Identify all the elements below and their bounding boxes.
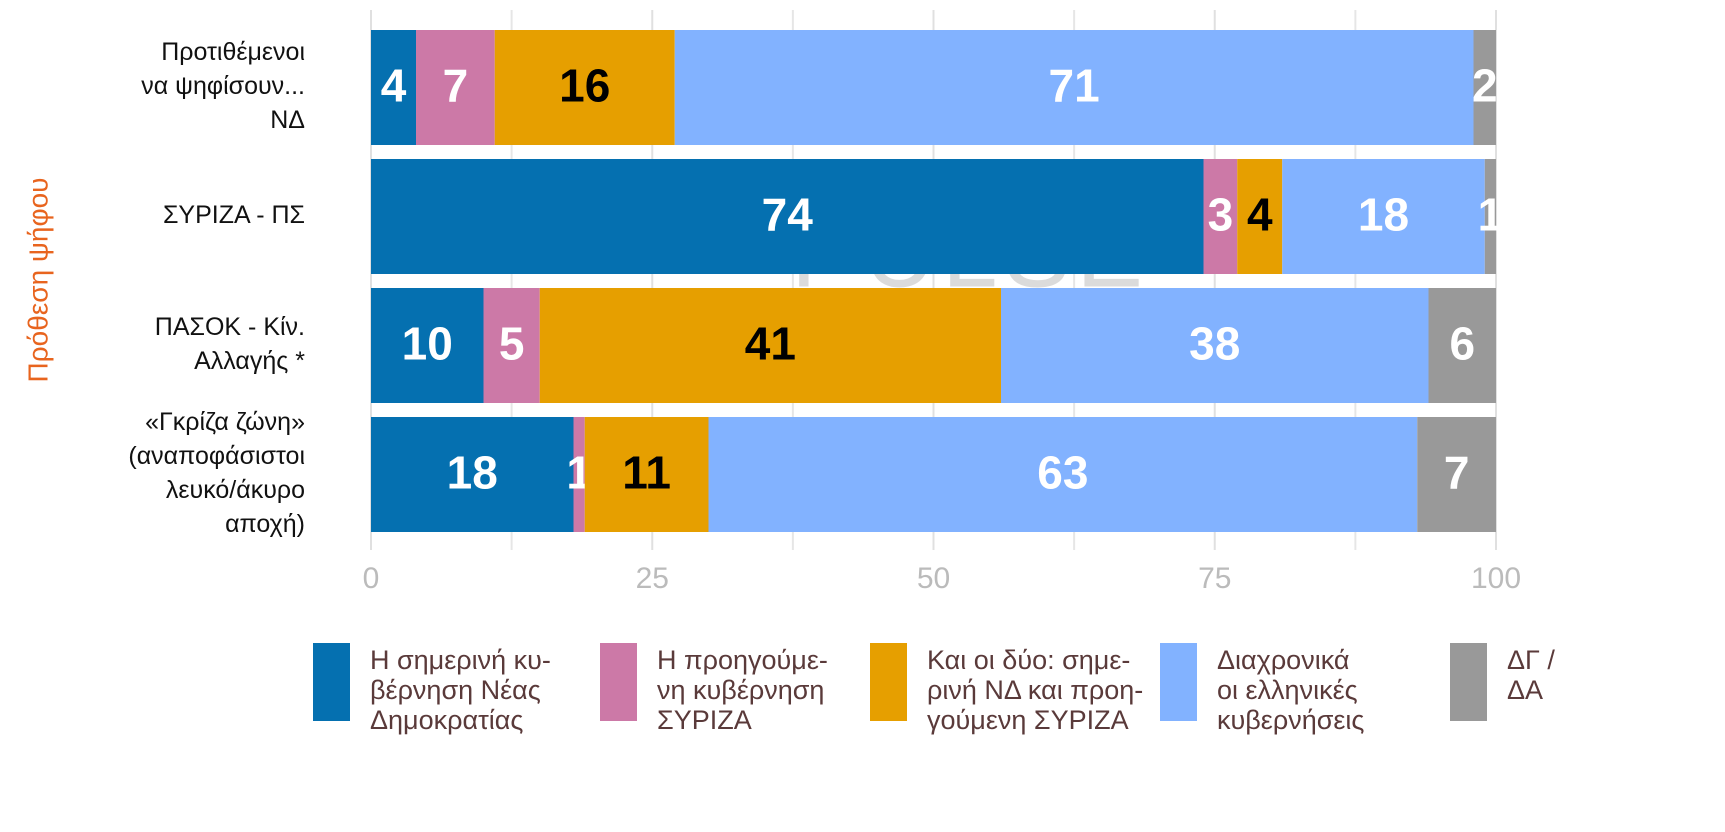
bar-segment: [371, 417, 574, 532]
bar-segment: [674, 30, 1474, 145]
data-label: 18: [1358, 189, 1409, 241]
category-label: Προτιθέμενοι: [161, 38, 305, 66]
category-label: (αναποφάσιστοι: [128, 442, 305, 470]
category-label: λευκό/άκυρο: [166, 476, 305, 504]
bar-segment: [539, 288, 1001, 403]
legend-label: Η σημερινή κυ-: [370, 645, 551, 675]
category-label: ΣΥΡΙΖΑ - ΠΣ: [163, 201, 305, 229]
data-label: 38: [1189, 318, 1240, 370]
x-tick-label: 0: [363, 562, 380, 595]
data-label: 1: [1478, 189, 1504, 241]
bar-segment: [1282, 159, 1485, 274]
legend-swatch: [600, 643, 637, 721]
data-label: 16: [559, 60, 610, 112]
bar-segment: [371, 30, 416, 145]
legend-label: ΔΑ: [1507, 675, 1543, 705]
x-tick-label: 75: [1198, 562, 1231, 595]
data-label: 3: [1208, 189, 1234, 241]
bar-segment: [584, 417, 709, 532]
data-label: 41: [745, 318, 796, 370]
category-label: ΠΑΣΟΚ - Κίν.: [155, 313, 305, 341]
category-label: «Γκρίζα ζώνη»: [145, 408, 305, 436]
legend-swatch: [1450, 643, 1487, 721]
legend-label: κυβερνήσεις: [1217, 705, 1364, 735]
category-label: να ψηφίσουν...: [141, 72, 305, 100]
bar-segment: [1417, 417, 1496, 532]
bar-segment: [1473, 30, 1496, 145]
legend-label: ΣΥΡΙΖΑ: [657, 705, 752, 735]
bar-segment: [371, 288, 484, 403]
legend-swatch: [1160, 643, 1197, 721]
data-label: 7: [1444, 447, 1470, 499]
legend-swatch: [870, 643, 907, 721]
bar-segment: [483, 288, 540, 403]
legend-label: γούμενη ΣΥΡΙΖΑ: [927, 705, 1129, 735]
legend-label: Η προηγούμε-: [657, 645, 828, 675]
legend-label: ΔΓ /: [1507, 645, 1555, 675]
x-tick-label: 25: [636, 562, 669, 595]
legend-label: ρινή ΝΔ και προη-: [927, 675, 1143, 705]
category-label: αποχή): [225, 510, 305, 538]
data-label: 71: [1049, 60, 1100, 112]
bar-segment: [1237, 159, 1283, 274]
data-label: 4: [1247, 189, 1273, 241]
bar-segment: [708, 417, 1418, 532]
legend-swatch: [313, 643, 350, 721]
x-tick-label: 50: [917, 562, 950, 595]
legend-label: Και οι δύο: σημε-: [927, 645, 1130, 675]
legend-label: βέρνηση Νέας: [370, 675, 541, 705]
y-axis-title: Πρόθεση ψήφου: [22, 178, 53, 383]
bar-segment: [494, 30, 675, 145]
data-label: 10: [402, 318, 453, 370]
bar-segment: [573, 417, 585, 532]
data-label: 7: [443, 60, 469, 112]
bar-segment: [1484, 159, 1496, 274]
category-label: ΝΔ: [270, 106, 305, 134]
x-tick-label: 100: [1471, 562, 1521, 595]
category-label: Αλλαγής *: [194, 347, 305, 375]
data-label: 11: [622, 447, 671, 499]
legend-label: οι ελληνικές: [1217, 675, 1358, 705]
legend-label: νη κυβέρνηση: [657, 675, 824, 705]
bar-segment: [1001, 288, 1429, 403]
data-label: 2: [1472, 60, 1498, 112]
bar-segment: [371, 159, 1204, 274]
data-label: 6: [1449, 318, 1475, 370]
bar-segment: [1203, 159, 1238, 274]
data-label: 74: [762, 189, 814, 241]
bar-segment: [1428, 288, 1496, 403]
legend-label: Δημοκρατίας: [370, 705, 523, 735]
bar-segment: [416, 30, 495, 145]
data-label: 18: [447, 447, 498, 499]
data-label: 4: [381, 60, 407, 112]
legend-label: Διαχρονικά: [1217, 645, 1349, 675]
data-label: 5: [499, 318, 525, 370]
data-label: 63: [1037, 447, 1088, 499]
